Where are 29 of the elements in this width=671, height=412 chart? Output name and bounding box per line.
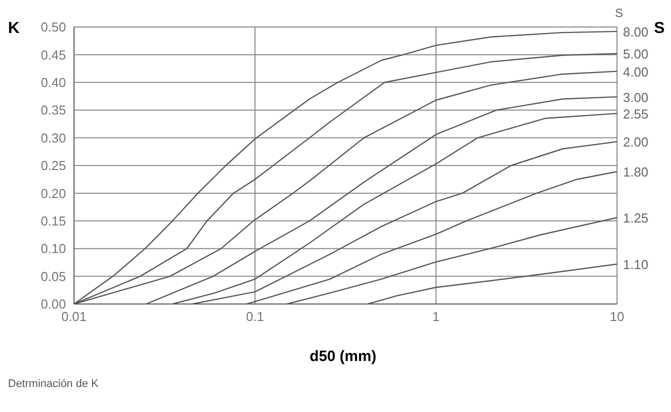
series-label: 2.00 xyxy=(623,134,648,150)
series-label: 4.00 xyxy=(623,64,648,80)
y-tick-label: 0.00 xyxy=(40,296,66,312)
series-label: 5.00 xyxy=(623,46,648,62)
y-tick-label: 0.30 xyxy=(40,130,66,146)
y-tick-label: 0.25 xyxy=(40,158,66,174)
y-tick-label: 0.15 xyxy=(40,214,66,229)
series-label: 3.00 xyxy=(623,90,648,105)
legend-title: S xyxy=(615,6,624,20)
series-label: 1.10 xyxy=(623,257,648,272)
x-tick-label: 0.1 xyxy=(246,309,264,324)
x-tick-label: 1 xyxy=(432,309,440,324)
series-label: 1.25 xyxy=(623,210,648,226)
y-tick-label: 0.45 xyxy=(40,47,66,62)
y-tick-label: 0.35 xyxy=(40,102,66,118)
y-tick-label: 0.20 xyxy=(40,186,66,201)
series-label: 1.80 xyxy=(623,164,648,180)
y-tick-label: 0.05 xyxy=(40,268,66,284)
x-tick-label: 0.01 xyxy=(61,309,87,324)
text: Detrminación de K xyxy=(8,378,98,390)
x-tick-label: 10 xyxy=(610,309,624,324)
y-tick-label: 0.50 xyxy=(40,20,66,35)
y-axis-title: K xyxy=(8,20,20,38)
y-tick-label: 0.10 xyxy=(40,241,66,256)
x-axis-title: d50 (mm) xyxy=(308,348,378,365)
y-tick-label: 0.40 xyxy=(40,75,66,90)
series-label: 2.55 xyxy=(623,106,648,122)
y2-axis-title: S xyxy=(654,20,665,38)
series-label: 8.00 xyxy=(623,24,648,40)
